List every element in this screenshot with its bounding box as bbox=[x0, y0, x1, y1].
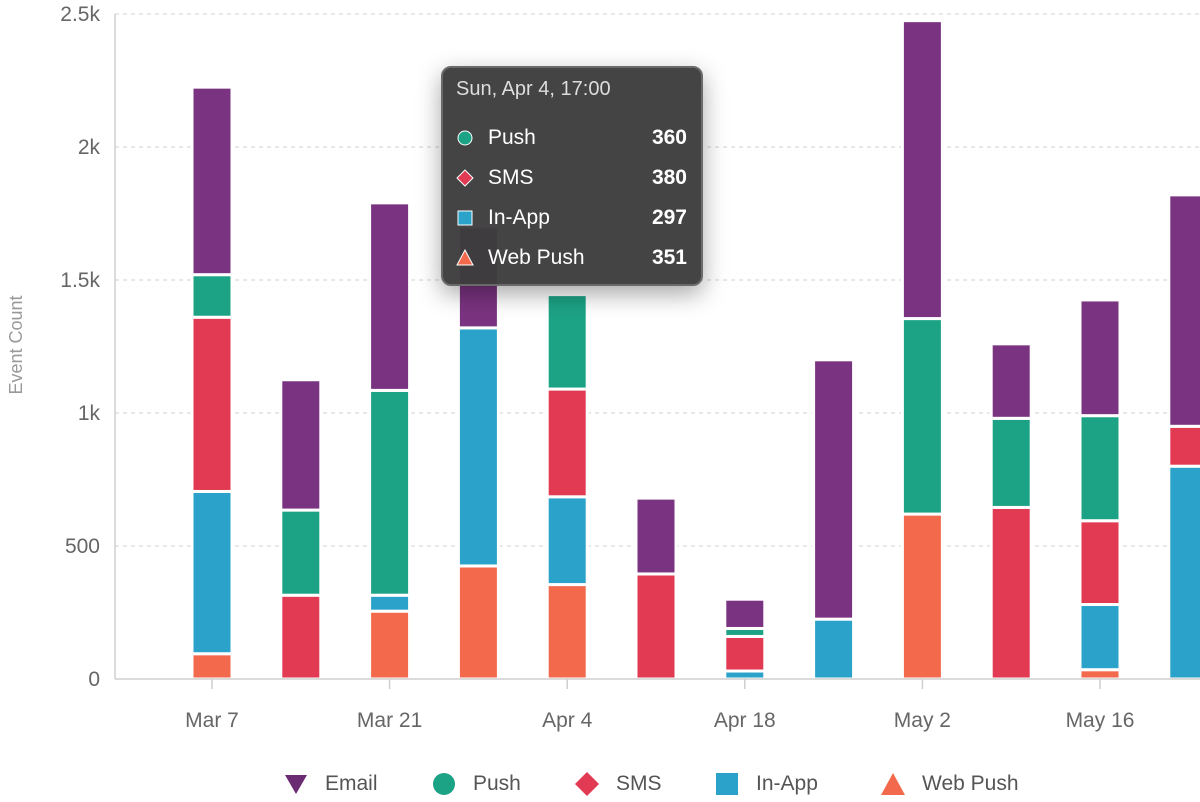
tooltip-series-name: Web Push bbox=[488, 246, 585, 269]
y-axis-title: Event Count bbox=[6, 295, 26, 394]
bar-segment-sms[interactable] bbox=[989, 505, 1033, 681]
chart-legend: Email Push SMS In-App Web Push bbox=[0, 766, 1200, 802]
bar-segment-email[interactable] bbox=[279, 378, 323, 512]
bar-segment-web-push[interactable] bbox=[368, 609, 412, 681]
x-tick-label: Mar 7 bbox=[185, 709, 239, 732]
bar-segment-push[interactable] bbox=[190, 273, 234, 319]
legend-item-in-app[interactable]: In-App bbox=[714, 766, 818, 802]
bar-segment-email[interactable] bbox=[1078, 298, 1122, 418]
tooltip-series-name: Push bbox=[488, 126, 536, 149]
bar-segment-in-app[interactable] bbox=[456, 326, 500, 568]
y-tick-label: 2.5k bbox=[60, 3, 100, 26]
bar-stack[interactable] bbox=[634, 496, 678, 681]
tooltip-row-web-push: Web Push 351 bbox=[456, 244, 687, 272]
bar-segment-sms[interactable] bbox=[634, 572, 678, 681]
y-tick-label: 2k bbox=[78, 136, 101, 159]
bar-segment-email[interactable] bbox=[1167, 193, 1200, 428]
hover-tooltip: Sun, Apr 4, 17:00 Push 360 SMS 380 In-Ap… bbox=[441, 66, 703, 286]
tooltip-row-push: Push 360 bbox=[456, 124, 687, 152]
legend-label: Push bbox=[473, 772, 521, 795]
legend-label: Email bbox=[325, 772, 378, 795]
legend-label: SMS bbox=[616, 772, 662, 795]
bar-segment-push[interactable] bbox=[900, 317, 944, 516]
bar-segment-push[interactable] bbox=[545, 293, 589, 391]
bar-stack[interactable] bbox=[900, 19, 944, 681]
bar-stacks bbox=[190, 19, 1200, 681]
bar-segment-in-app[interactable] bbox=[190, 489, 234, 656]
tooltip-row-in-app: In-App 297 bbox=[456, 204, 687, 232]
bar-stack[interactable] bbox=[1167, 193, 1200, 681]
stacked-bar-chart: 0 500 1k 1.5k 2k 2.5k Mar 7 Mar 21 Apr 4 Apr 18 Ma… bbox=[6, 3, 1200, 732]
bar-stack[interactable] bbox=[545, 293, 589, 681]
diamond-icon bbox=[575, 772, 599, 796]
bar-segment-sms[interactable] bbox=[190, 315, 234, 493]
bar-stack[interactable] bbox=[1078, 298, 1122, 681]
bar-stack[interactable] bbox=[190, 85, 234, 681]
tooltip-series-name: In-App bbox=[488, 206, 550, 229]
x-tick-label: May 16 bbox=[1066, 709, 1135, 732]
diamond-icon bbox=[456, 169, 474, 187]
bar-stack[interactable] bbox=[279, 378, 323, 681]
triangle-down-icon bbox=[285, 775, 307, 794]
bar-stack[interactable] bbox=[812, 358, 856, 681]
bar-segment-push[interactable] bbox=[1078, 414, 1122, 523]
bar-segment-email[interactable] bbox=[368, 201, 412, 392]
legend-item-sms[interactable]: SMS bbox=[574, 766, 662, 802]
bar-stack[interactable] bbox=[723, 597, 767, 681]
bar-segment-sms[interactable] bbox=[279, 593, 323, 681]
bar-segment-email[interactable] bbox=[634, 496, 678, 576]
axes: 0 500 1k 1.5k 2k 2.5k Mar 7 Mar 21 Apr 4 Apr 18 Ma… bbox=[60, 3, 1200, 732]
bar-segment-web-push[interactable] bbox=[190, 652, 234, 681]
y-tick-label: 0 bbox=[88, 668, 100, 691]
circle-icon bbox=[433, 773, 455, 795]
bar-segment-in-app[interactable] bbox=[368, 593, 412, 613]
triangle-up-icon bbox=[881, 773, 905, 795]
bar-segment-web-push[interactable] bbox=[900, 512, 944, 681]
x-tick-label: May 2 bbox=[894, 709, 951, 732]
x-tick-label: Apr 4 bbox=[542, 709, 593, 732]
bar-segment-in-app[interactable] bbox=[812, 617, 856, 681]
bar-segment-email[interactable] bbox=[190, 85, 234, 277]
bar-segment-push[interactable] bbox=[368, 388, 412, 597]
bar-segment-web-push[interactable] bbox=[545, 583, 589, 681]
square-icon bbox=[457, 210, 473, 226]
legend-item-push[interactable]: Push bbox=[431, 766, 521, 802]
y-tick-label: 500 bbox=[65, 535, 100, 558]
tooltip-title: Sun, Apr 4, 17:00 bbox=[456, 78, 611, 100]
circle-icon bbox=[457, 130, 473, 146]
tooltip-series-name: SMS bbox=[488, 166, 534, 189]
bar-segment-sms[interactable] bbox=[545, 387, 589, 499]
bar-segment-sms[interactable] bbox=[1078, 519, 1122, 607]
bar-segment-push[interactable] bbox=[989, 416, 1033, 509]
x-tick-label: Mar 21 bbox=[357, 709, 422, 732]
y-tick-label: 1.5k bbox=[60, 269, 100, 292]
triangle-up-icon bbox=[456, 249, 474, 266]
bar-segment-in-app[interactable] bbox=[1078, 603, 1122, 672]
tooltip-series-value: 297 bbox=[651, 206, 687, 229]
bar-segment-email[interactable] bbox=[723, 597, 767, 630]
bar-segment-sms[interactable] bbox=[1167, 424, 1200, 468]
tooltip-series-value: 351 bbox=[651, 246, 687, 269]
legend-label: Web Push bbox=[922, 772, 1019, 795]
tooltip-series-value: 360 bbox=[651, 126, 687, 149]
bar-stack[interactable] bbox=[368, 201, 412, 681]
legend-item-web-push[interactable]: Web Push bbox=[880, 766, 1019, 802]
bar-segment-web-push[interactable] bbox=[456, 564, 500, 681]
bar-segment-email[interactable] bbox=[812, 358, 856, 621]
bar-stack[interactable] bbox=[989, 342, 1033, 681]
bar-stack[interactable] bbox=[456, 225, 500, 681]
legend-label: In-App bbox=[756, 772, 818, 795]
y-tick-label: 1k bbox=[78, 402, 101, 425]
bar-segment-in-app[interactable] bbox=[1167, 464, 1200, 681]
bar-segment-push[interactable] bbox=[279, 508, 323, 597]
bar-segment-sms[interactable] bbox=[723, 634, 767, 673]
legend-item-email[interactable]: Email bbox=[283, 766, 378, 802]
bar-segment-email[interactable] bbox=[989, 342, 1033, 420]
bar-segment-in-app[interactable] bbox=[545, 495, 589, 587]
bar-segment-email[interactable] bbox=[900, 19, 944, 321]
square-icon bbox=[716, 773, 738, 795]
tooltip-row-sms: SMS 380 bbox=[456, 164, 687, 192]
tooltip-series-value: 380 bbox=[651, 166, 687, 189]
x-tick-label: Apr 18 bbox=[714, 709, 776, 732]
